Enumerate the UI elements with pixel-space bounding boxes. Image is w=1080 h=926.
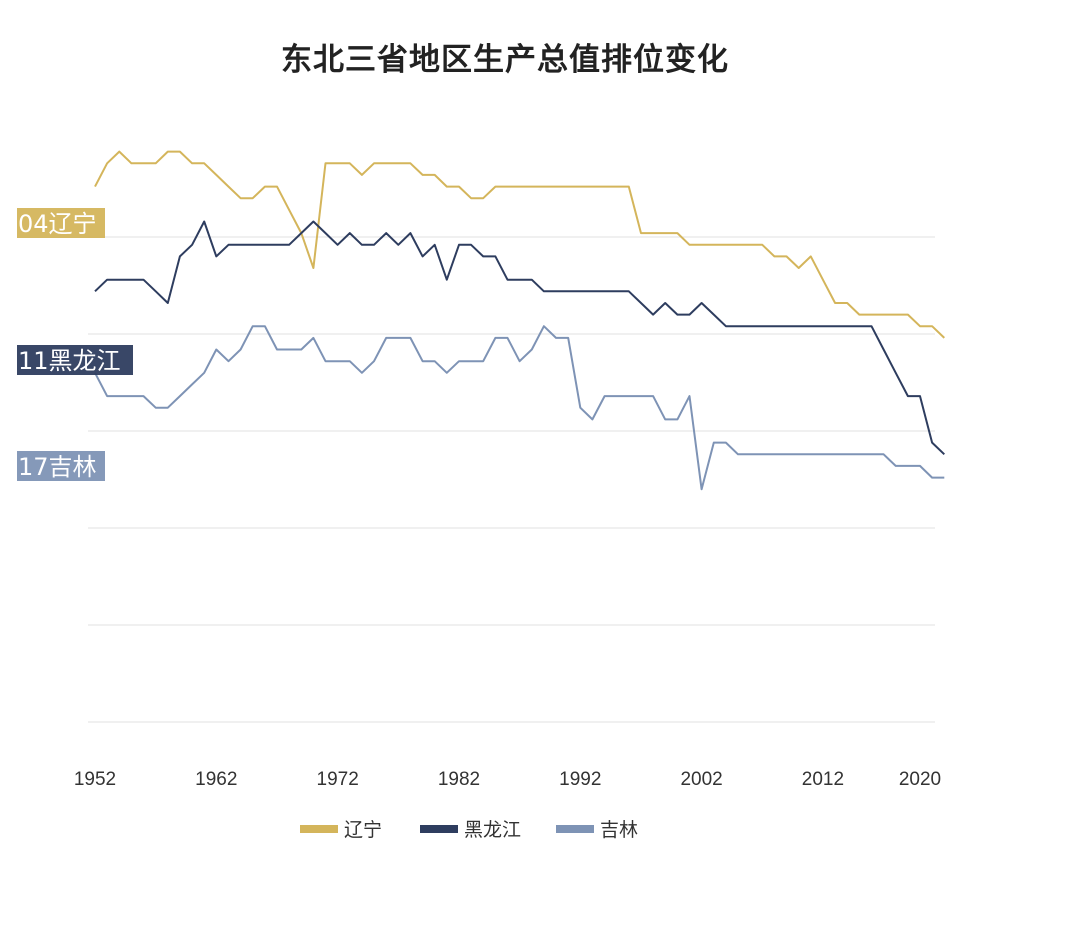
legend: 辽宁 黑龙江 吉林 (300, 819, 638, 841)
legend-swatch-2 (556, 825, 594, 833)
legend-label-0: 辽宁 (344, 819, 382, 841)
start-label-2: 17吉林 (18, 453, 97, 481)
legend-swatch-0 (300, 825, 338, 833)
x-tick-label-6: 2012 (802, 769, 844, 790)
series-line-1 (94, 220, 945, 456)
start-label-box-1 (17, 345, 133, 375)
start-label-box-0 (17, 208, 105, 238)
x-tick-label-5: 2002 (680, 769, 722, 790)
x-tick-label-2: 1972 (317, 769, 359, 790)
legend-swatch-1 (420, 825, 458, 833)
x-tick-label-3: 1982 (438, 769, 480, 790)
chart-title: 东北三省地区生产总值排位变化 (281, 42, 729, 78)
legend-label-1: 黑龙江 (464, 819, 521, 841)
x-tick-label-4: 1992 (559, 769, 601, 790)
start-label-box-2 (17, 451, 105, 481)
start-label-0: 04辽宁 (18, 210, 97, 238)
series-line-2 (94, 325, 945, 491)
x-tick-label-0: 1952 (74, 769, 116, 790)
x-tick-label-7: 2020 (899, 769, 941, 790)
start-label-1: 11黑龙江 (18, 347, 121, 375)
series-lines (94, 150, 945, 491)
x-axis-ticks: 1952 1962 1972 1982 1992 2002 2012 2020 (74, 769, 941, 790)
x-tick-label-1: 1962 (195, 769, 237, 790)
gridlines (88, 236, 935, 723)
legend-label-2: 吉林 (600, 819, 638, 841)
series-start-labels: 04辽宁 11黑龙江 17吉林 (17, 208, 133, 481)
series-line-0 (94, 150, 945, 339)
